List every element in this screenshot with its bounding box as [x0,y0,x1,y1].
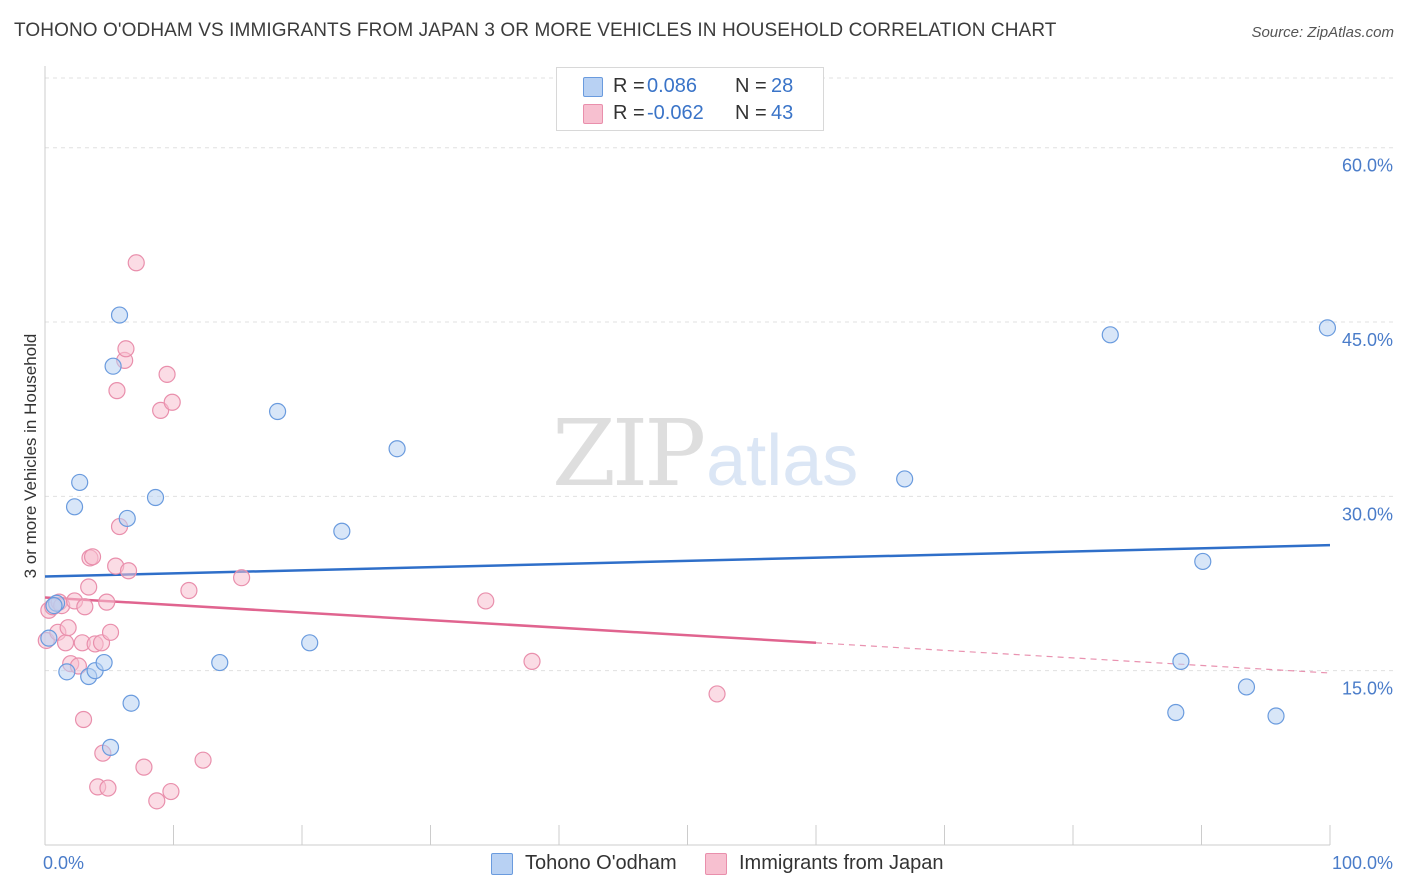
point-japan [119,562,138,580]
point-tohono [211,653,229,672]
trend-line-japan-extrapolated [815,642,1331,674]
point-tohono [45,597,63,615]
point-tohono [71,473,89,492]
y-tick-label: 60.0% [1342,156,1393,176]
data-points [37,254,1337,810]
y-tick-label: 45.0% [1342,330,1393,350]
legend-label-tohono: Tohono O'odham [525,852,677,874]
legend-swatch-pink [705,853,727,875]
point-tohono [101,738,120,756]
chart-title: TOHONO O'ODHAM VS IMMIGRANTS FROM JAPAN … [14,20,1057,41]
point-japan [108,382,126,400]
point-tohono [122,694,140,712]
point-japan [74,710,93,729]
point-tohono [1167,703,1185,722]
legend-swatch-blue [491,853,513,875]
point-japan [194,751,212,769]
legend-n-value: 43 [771,102,794,124]
point-japan [101,623,120,641]
legend-n-value: 28 [771,75,794,97]
trend-line-tohono [44,543,1331,578]
trend-line-japan [44,596,817,645]
point-japan [83,548,102,566]
y-tick-label: 15.0% [1342,679,1393,699]
y-axis-label: 3 or more Vehicles in Household [21,334,40,579]
point-japan [523,652,541,670]
point-japan [99,779,117,797]
x-tick-label: 0.0% [43,853,84,873]
point-japan [98,593,116,611]
point-japan [127,254,145,272]
point-japan [76,598,94,616]
point-tohono [1237,678,1256,696]
x-tick-label: 100.0% [1332,853,1393,873]
legend-n-label: N = [735,102,767,124]
legend-r-value: 0.086 [647,75,698,97]
point-tohono [1267,707,1285,725]
point-tohono [95,653,113,672]
point-japan [80,578,98,596]
legend-r-value: -0.062 [647,102,704,124]
legend-r-label: R = [613,102,645,124]
point-tohono [1172,652,1190,670]
stats-legend: R = 0.086 N = 28 R = -0.062 N = 43 [556,67,824,131]
point-japan [152,401,170,419]
point-japan [158,365,176,383]
trend-lines [44,543,1331,674]
point-tohono [268,402,287,421]
point-tohono [333,522,351,540]
tick-labels: 15.0% 30.0% 45.0% 60.0% 0.0% 100.0% [43,156,1393,873]
point-tohono [118,509,136,528]
point-japan [233,569,251,587]
legend-r-label: R = [613,75,645,97]
point-japan [117,340,135,358]
point-japan [708,685,726,703]
point-tohono [104,357,122,375]
point-japan [148,792,166,810]
point-tohono [388,440,406,458]
point-tohono [58,663,76,681]
point-japan [477,592,495,610]
legend-label-japan: Immigrants from Japan [739,852,944,874]
point-tohono [896,470,914,488]
point-tohono [301,634,319,652]
point-tohono [146,488,165,507]
point-japan [56,634,75,652]
point-tohono [1194,552,1212,571]
point-tohono [1101,326,1119,344]
point-japan [135,758,153,776]
y-tick-label: 30.0% [1342,504,1393,524]
point-tohono [1318,319,1337,337]
point-japan [162,782,180,801]
point-tohono [65,498,84,516]
axes [44,66,1331,846]
legend-swatch-blue [583,77,603,97]
point-japan [180,581,198,600]
point-japan [59,619,77,637]
legend-swatch-pink [583,104,603,124]
source-label: Source: ZipAtlas.com [1251,24,1394,41]
legend-n-label: N = [735,75,767,97]
point-tohono [40,629,58,647]
point-tohono [110,306,129,324]
point-japan [163,393,181,411]
